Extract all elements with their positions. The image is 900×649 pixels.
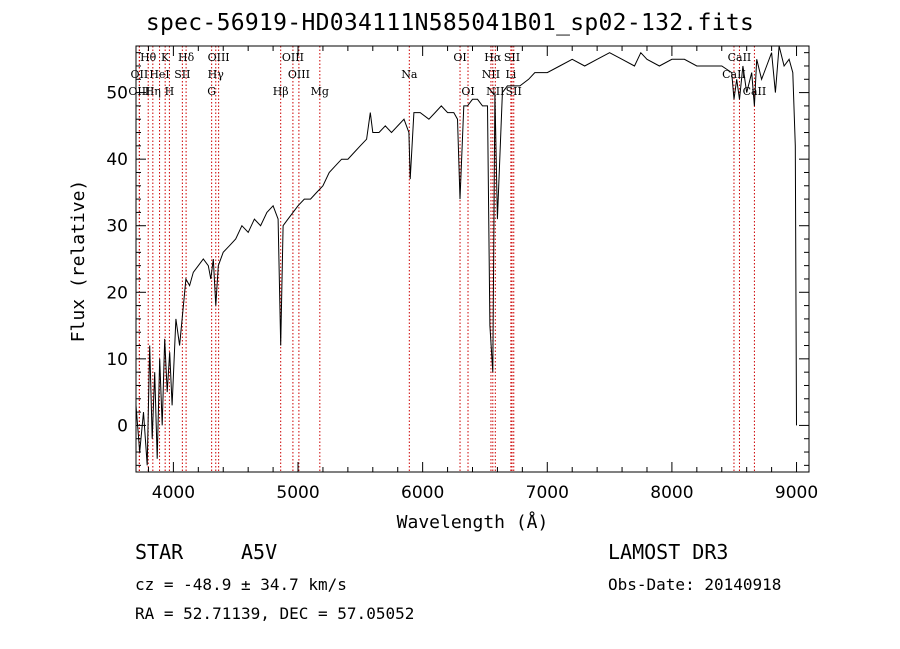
x-tick-label: 8000 xyxy=(650,483,693,503)
x-tick-label: 9000 xyxy=(775,483,818,503)
marker-label-26: SII xyxy=(506,85,522,98)
object-type: STAR xyxy=(135,540,184,564)
marker-label-14: Na xyxy=(401,68,418,81)
chart-title: spec-56919-HD034111N585041B01_sp02-132.f… xyxy=(145,10,755,36)
y-tick-label: 0 xyxy=(117,416,128,436)
marker-label-25: NII xyxy=(486,85,504,98)
marker-label-10: HeI xyxy=(149,68,169,81)
marker-label-3: OIII xyxy=(208,51,230,64)
marker-label-24: OI xyxy=(461,85,474,98)
plot-frame xyxy=(135,45,810,473)
marker-label-9: OII xyxy=(131,68,149,81)
marker-label-6: Hα xyxy=(484,51,502,64)
marker-label-20: H xyxy=(165,85,175,98)
marker-label-5: OI xyxy=(453,51,466,64)
x-tick-label: 6000 xyxy=(401,483,444,503)
y-tick-label: 10 xyxy=(106,350,128,370)
marker-label-8: CaII xyxy=(728,51,752,64)
marker-label-17: CaII xyxy=(722,68,746,81)
y-axis-label: Flux (relative) xyxy=(68,180,89,343)
marker-label-2: Hδ xyxy=(178,51,195,64)
x-tick-label: 4000 xyxy=(152,483,195,503)
marker-label-1: K xyxy=(161,51,170,64)
axes: 4000 5000 6000 7000 8000 9000 0 10 20 30 40 50 Wavel… xyxy=(68,45,818,533)
marker-label-23: Mg xyxy=(311,85,329,98)
survey-name: LAMOST DR3 xyxy=(608,540,729,564)
redshift-readout: cz = -48.9 ± 34.7 km/s xyxy=(135,575,347,594)
y-tick-label: 50 xyxy=(106,84,128,104)
marker-label-0: Hθ xyxy=(140,51,157,64)
x-axis-label: Wavelength (Å) xyxy=(397,511,549,533)
marker-label-22: Hβ xyxy=(273,85,289,98)
marker-label-21: G xyxy=(207,85,216,98)
marker-label-11: SII xyxy=(174,68,190,81)
marker-label-16: Li xyxy=(505,68,516,81)
emission-line-markers xyxy=(138,46,755,472)
marker-label-4: OIII xyxy=(282,51,304,64)
marker-label-19: Hη xyxy=(145,85,161,98)
x-tick-label: 5000 xyxy=(276,483,319,503)
y-tick-label: 30 xyxy=(106,217,128,237)
flux-series-line xyxy=(135,45,797,466)
marker-label-13: OIII xyxy=(288,68,310,81)
marker-label-15: NII xyxy=(482,68,500,81)
coordinates-readout: RA = 52.71139, DEC = 57.05052 xyxy=(135,604,415,623)
y-tick-label: 20 xyxy=(106,283,128,303)
marker-label-27: CaII xyxy=(743,85,767,98)
marker-label-18: OIII xyxy=(128,85,150,98)
obs-date: Obs-Date: 20140918 xyxy=(608,575,782,594)
x-tick-label: 7000 xyxy=(526,483,569,503)
marker-label-12: Hγ xyxy=(208,68,225,81)
y-tick-label: 40 xyxy=(106,150,128,170)
marker-label-7: SII xyxy=(504,51,520,64)
spectral-class: A5V xyxy=(241,540,278,564)
